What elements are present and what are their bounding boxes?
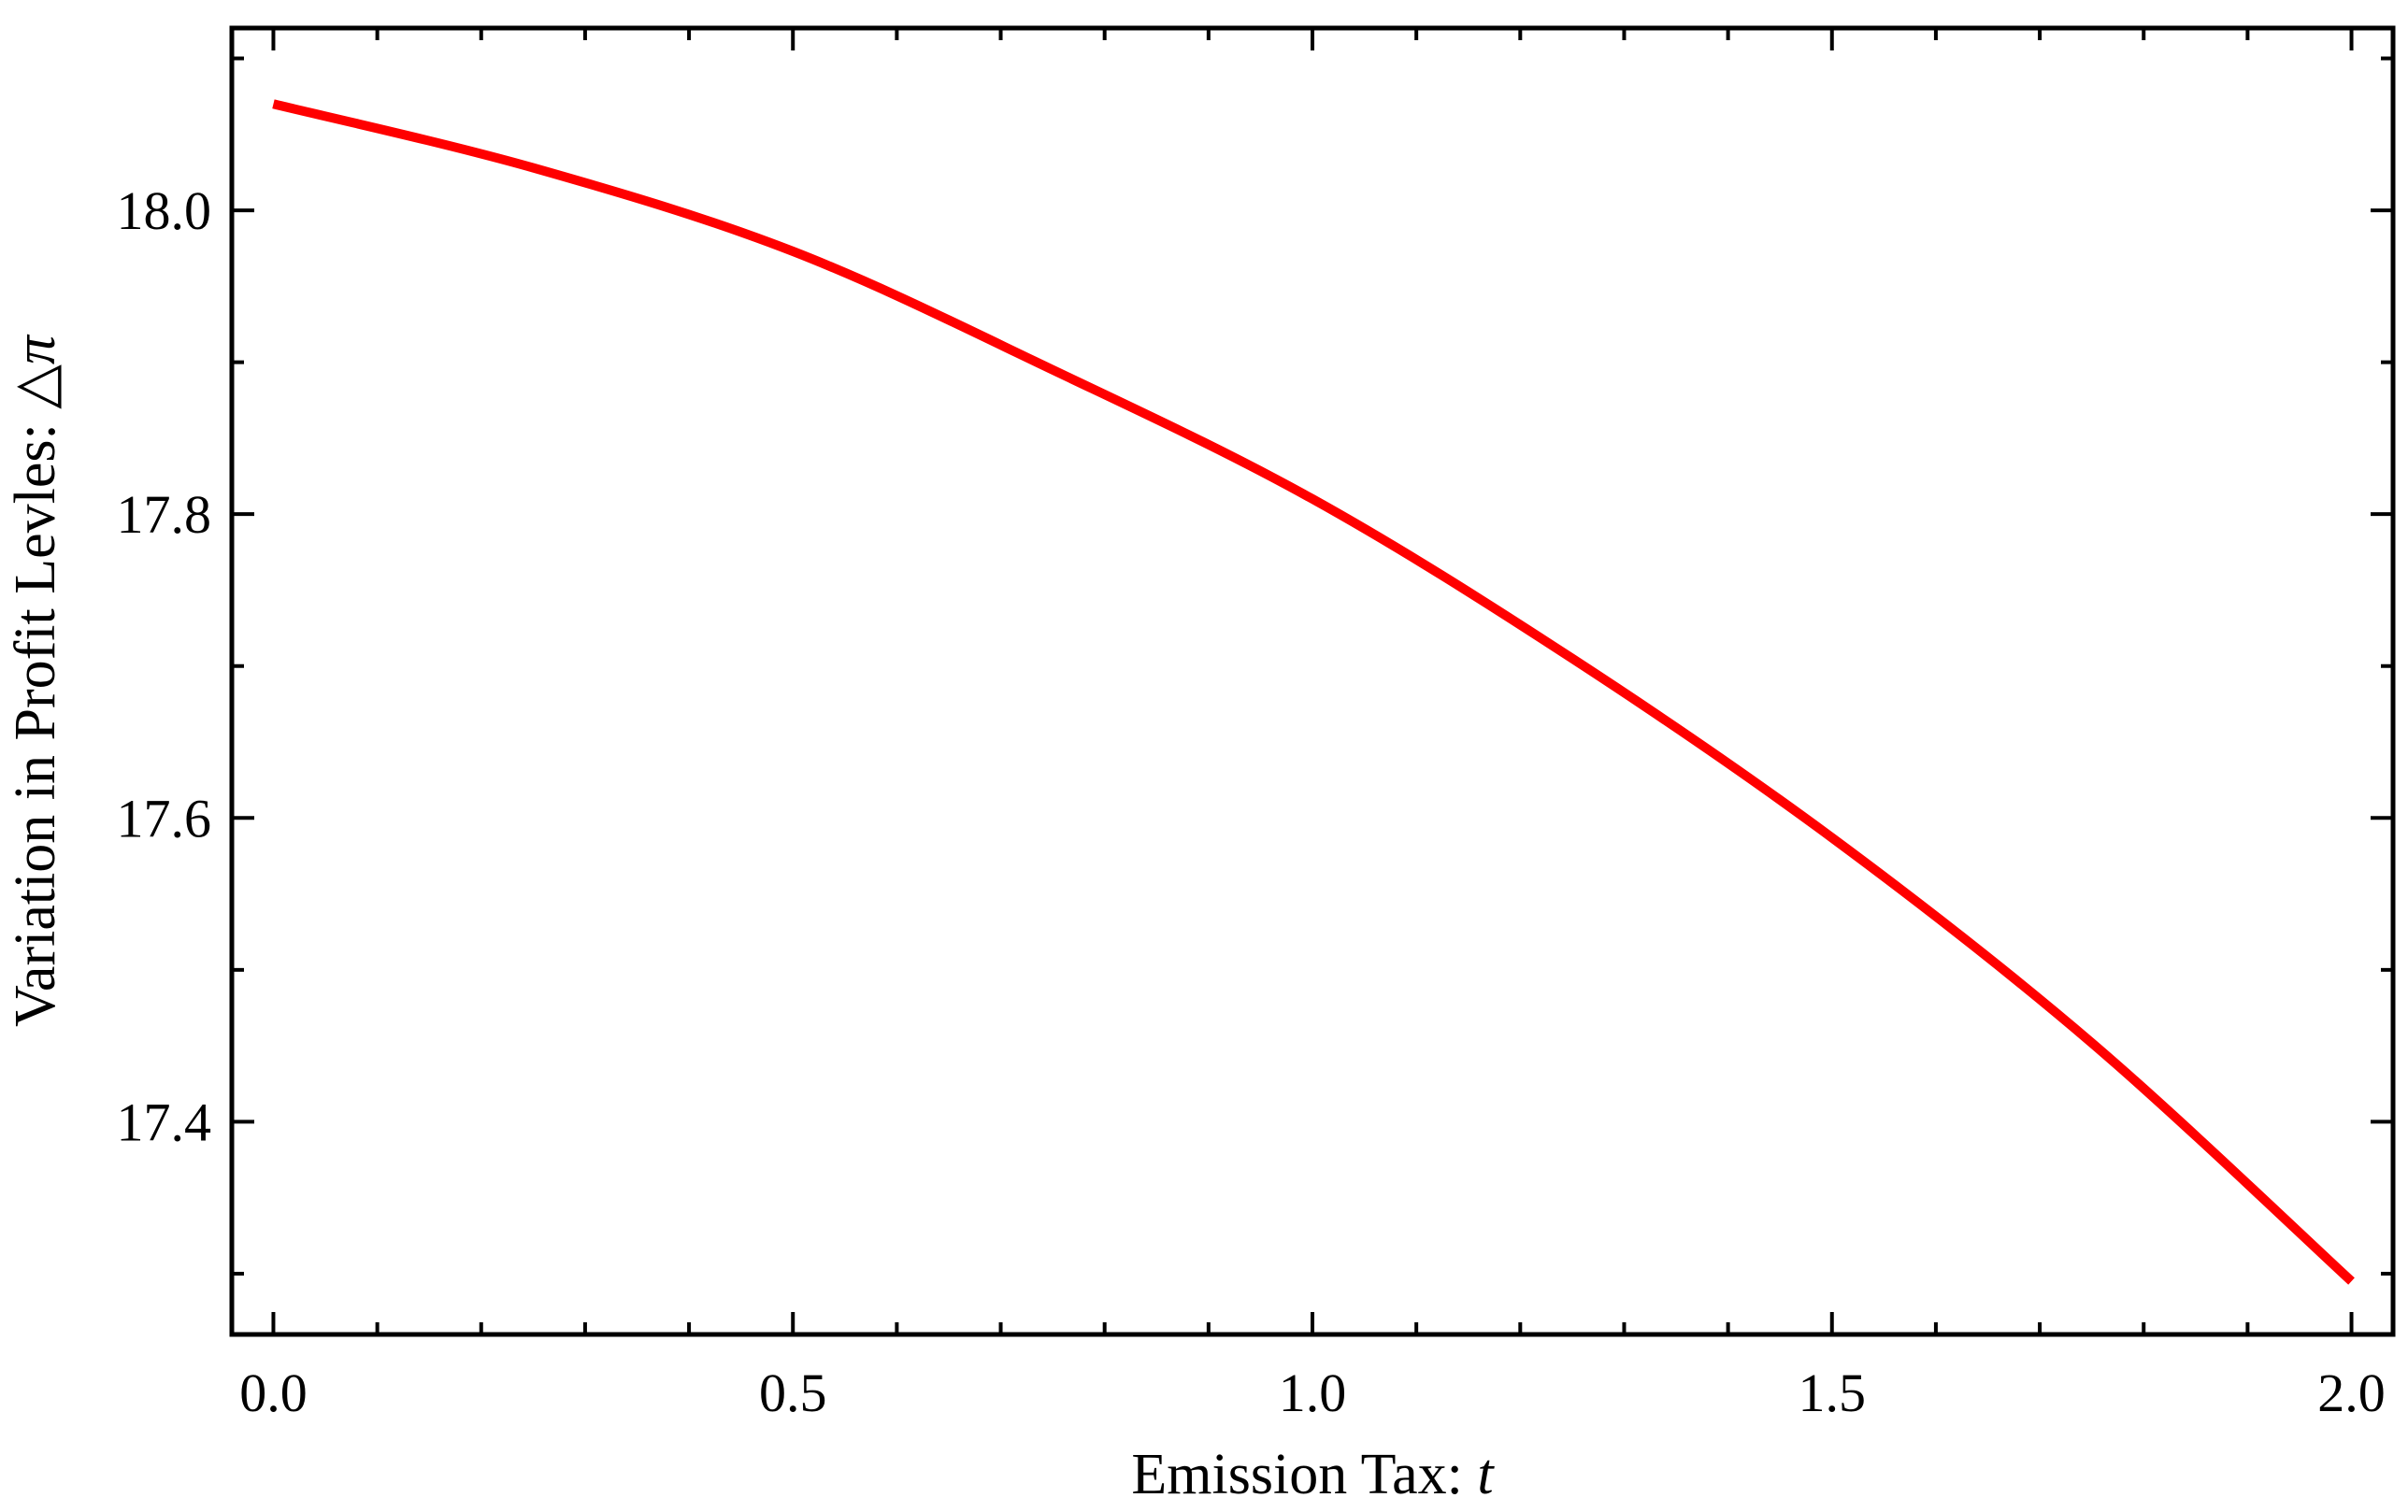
- y-axis-label: Variation in Profit Levles: △π: [4, 334, 67, 1027]
- x-axis-label-symbol: t: [1477, 1443, 1495, 1506]
- x-tick-label: 1.5: [1799, 1362, 1867, 1423]
- y-tick-label: 17.8: [117, 484, 212, 545]
- x-tick-label: 0.5: [759, 1362, 827, 1423]
- x-tick-labels: 0.0 0.5 1.0 1.5 2.0: [239, 1362, 2386, 1423]
- x-tick-label: 0.0: [239, 1362, 308, 1423]
- y-axis-label-text: Variation in Profit Levles:: [4, 409, 67, 1027]
- series-layer: [272, 99, 2355, 1285]
- x-tick-label: 1.0: [1279, 1362, 1347, 1423]
- x-tick-label: 2.0: [2317, 1362, 2386, 1423]
- y-tick-labels: 17.4 17.6 17.8 18.0: [117, 180, 212, 1152]
- x-axis-label-text: Emission Tax:: [1131, 1443, 1477, 1506]
- y-tick-label: 18.0: [117, 180, 212, 241]
- axis-ticks: [232, 28, 2393, 1334]
- x-axis-label: Emission Tax: t: [1131, 1443, 1495, 1506]
- series-line-0: [272, 99, 2355, 1285]
- y-tick-label: 17.4: [117, 1091, 212, 1152]
- plot-frame: [229, 25, 2396, 1337]
- y-axis-label-symbol: △π: [4, 334, 67, 409]
- y-tick-label: 17.6: [117, 788, 212, 849]
